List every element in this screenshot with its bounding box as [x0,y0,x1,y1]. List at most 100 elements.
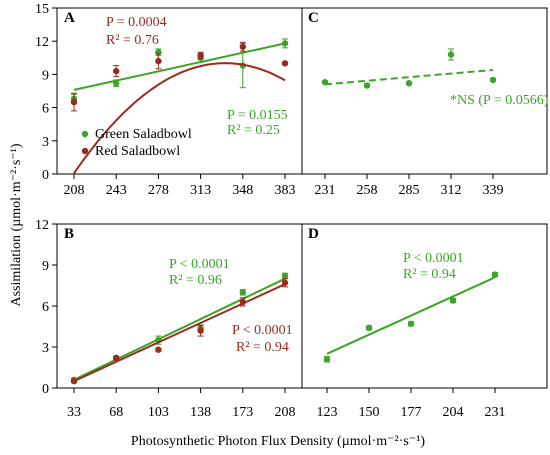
y-tick-label: 3 [42,135,49,150]
series-red-saladbowl: P = 0.0004 R² = 0.76 [70,15,289,174]
data-point [281,60,289,67]
data-point [407,320,415,327]
x-tick-label: 138 [190,405,211,420]
x-axis-title: Photosynthetic Photon Flux Density (µmol… [131,434,425,449]
legend-marker [81,147,89,155]
x-tick-label: 339 [483,183,504,198]
p-value-label: P < 0.0001 [232,323,293,338]
x-tick-label: 208 [275,405,296,420]
p-value-label: P < 0.0001 [169,257,230,272]
panel-label: D [308,226,319,242]
x-tick-label: 243 [106,183,127,198]
data-point [281,40,289,47]
series-green-saladbowl: *NS (P = 0.0566) [321,48,549,108]
x-tick-label: 150 [359,405,380,420]
data-point [113,67,120,75]
data-point [239,43,246,50]
data-point [70,377,78,385]
x-tick-label: 33 [67,405,81,420]
data-point [70,98,78,106]
y-tick-label: 6 [42,300,49,315]
data-point [155,346,162,353]
x-tick-label: 103 [148,405,169,420]
data-point [113,354,120,362]
panel-label: B [64,226,74,242]
panel-c: 231 258 285 312 339 C *NS (P = 0.0566) [301,7,549,198]
x-tick-label: 204 [443,405,464,420]
data-point [239,289,246,296]
trend-line [73,283,286,383]
r-squared-label: R² = 0.76 [106,33,159,48]
y-tick-label: 9 [42,259,49,274]
x-tick-label: 68 [109,405,123,420]
data-point [405,80,413,87]
x-tick-label: 231 [485,405,506,420]
x-tick-label: 258 [357,183,378,198]
y-tick-label: 0 [42,382,49,397]
plot-frame [301,7,548,175]
x-tick-label: 177 [401,405,422,420]
y-tick-label: 0 [42,168,49,183]
legend-marker [81,130,89,138]
data-point [197,52,204,59]
data-point [281,272,289,280]
y-tick-label: 12 [35,218,49,233]
x-tick-label: 312 [441,183,462,198]
trend-line [324,68,494,86]
data-point [155,57,162,65]
r-squared-label: R² = 0.25 [227,123,280,138]
trend-line [73,277,286,381]
x-tick-label: 173 [232,405,253,420]
series-red-saladbowl: P < 0.0001 R² = 0.94 [70,278,293,385]
y-tick-label: 6 [42,102,49,117]
p-value-label: P = 0.0155 [227,108,288,123]
legend-label: Green Saladbowl [95,127,192,142]
data-point [323,356,331,363]
trend-line [326,276,496,355]
panel-label: C [308,10,319,26]
legend-label: Red Saladbowl [95,144,180,159]
y-tick-label: 15 [35,2,49,17]
data-point [365,324,373,332]
plot-frame [301,223,548,389]
r-squared-label: R² = 0.94 [236,340,289,355]
x-tick-label: 313 [190,183,211,198]
data-point [489,76,497,84]
trend-curve [73,62,286,174]
x-tick-label: 285 [399,183,420,198]
y-axis-title: Assimilation (µmol·m⁻²·s⁻¹) [9,143,24,306]
data-point [239,298,246,306]
p-value-label: P = 0.0004 [106,15,167,30]
x-tick-label: 278 [148,183,169,198]
r-squared-label: R² = 0.96 [169,273,222,288]
data-point [281,279,289,286]
data-point [321,78,329,86]
x-tick-label: 383 [275,183,296,198]
x-tick-label: 231 [315,183,336,198]
data-point [449,297,457,304]
data-point [197,327,204,334]
plot-frame [56,223,303,389]
x-tick-label: 208 [64,183,85,198]
trend-line [73,42,286,91]
data-point [447,51,455,58]
x-tick-label: 348 [232,183,253,198]
data-point [363,82,371,89]
data-point [491,271,499,278]
x-tick-label: 123 [317,405,338,420]
y-tick-label: 3 [42,341,49,356]
y-tick-label: 9 [42,68,49,83]
y-tick-label: 12 [35,35,49,50]
p-value-label: P < 0.0001 [403,251,464,266]
p-value-label: *NS (P = 0.0566) [450,93,549,108]
r-squared-label: R² = 0.94 [403,267,456,282]
data-point [113,80,120,87]
